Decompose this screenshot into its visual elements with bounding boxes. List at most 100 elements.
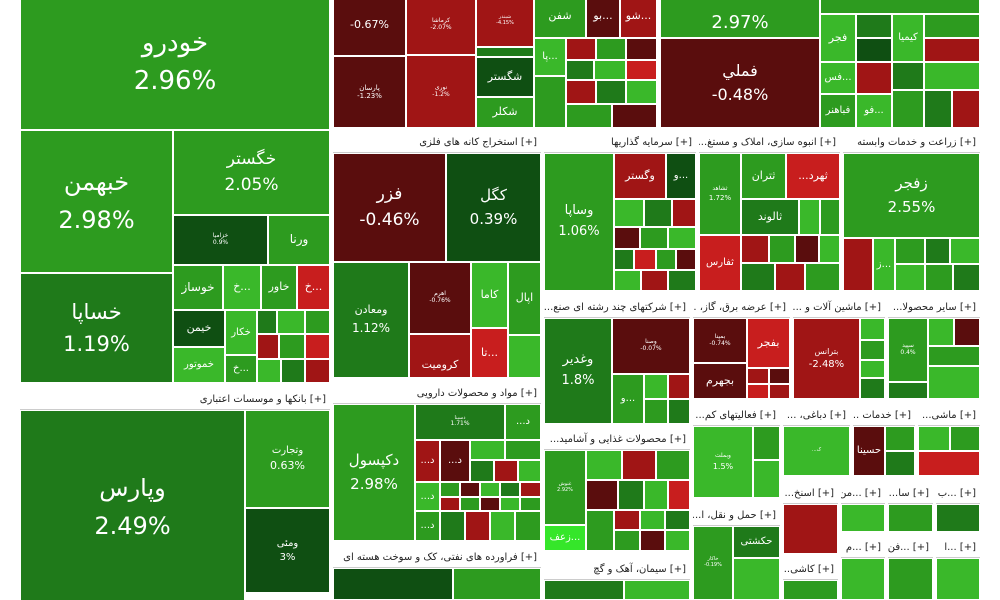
small-cell[interactable] [665, 510, 690, 530]
small-cell[interactable] [668, 270, 696, 291]
small-cell[interactable] [440, 497, 460, 511]
stock-cell-kimia[interactable]: کیمیا [892, 14, 924, 62]
small-cell[interactable] [841, 504, 885, 532]
small-cell[interactable] [885, 426, 915, 451]
small-cell[interactable] [612, 104, 657, 128]
stock-cell-apal[interactable]: اپال [508, 262, 541, 335]
stock-cell-femli[interactable]: فملي -0.48% [660, 38, 820, 128]
small-cell[interactable] [656, 249, 676, 270]
sector-header-trans[interactable]: [+] حمل و نقل، ا... [693, 506, 780, 526]
small-cell[interactable] [954, 318, 980, 346]
small-cell[interactable] [924, 62, 980, 90]
small-cell[interactable] [594, 60, 626, 80]
small-cell[interactable] [783, 580, 838, 600]
small-cell[interactable] [928, 318, 954, 346]
sector-header-kashi[interactable]: [+] کاشی... [783, 560, 838, 580]
stock-cell-teran[interactable]: ثتران [741, 153, 786, 199]
small-cell[interactable] [305, 310, 330, 334]
stock-cell-kama[interactable]: کاما [471, 262, 508, 328]
stock-cell-khazia[interactable]: خزامیا 0.9% [173, 215, 268, 265]
small-cell[interactable] [950, 426, 980, 451]
small-cell[interactable] [614, 530, 640, 551]
small-cell[interactable] [644, 399, 668, 424]
small-cell[interactable] [305, 334, 330, 359]
small-cell[interactable] [544, 580, 624, 600]
small-cell[interactable] [925, 238, 950, 264]
stock-cell-shou[interactable]: شو... [620, 0, 657, 38]
small-cell[interactable] [953, 264, 980, 291]
sector-header-other[interactable]: [+] سایر محصولا... [888, 298, 980, 318]
small-cell[interactable] [795, 235, 819, 263]
small-cell[interactable] [656, 450, 690, 480]
small-cell[interactable] [586, 480, 618, 510]
small-cell[interactable] [490, 511, 515, 541]
stock-cell-khakar[interactable] [783, 504, 838, 554]
small-cell[interactable] [566, 80, 596, 104]
small-cell[interactable] [644, 199, 672, 227]
small-cell[interactable] [741, 235, 769, 263]
stock-cell-shekalar[interactable]: شکلر [476, 97, 534, 128]
sector-header-fan[interactable]: [+] ...فن [888, 538, 933, 558]
small-cell[interactable] [470, 440, 505, 460]
stock-cell-vabmellat[interactable]: وپارس 2.49% [20, 410, 245, 600]
small-cell[interactable] [614, 199, 644, 227]
stock-cell-ahram[interactable]: اهرم -0.76% [409, 262, 471, 334]
stock-cell-tesha[interactable]: ثشاهد 1.72% [699, 153, 741, 235]
small-cell[interactable] [924, 14, 980, 38]
sector-header-build[interactable]: [+] انبوه سازی، املاک و مستغ... [699, 133, 840, 153]
small-cell[interactable] [918, 451, 980, 476]
small-cell[interactable] [775, 263, 805, 291]
stock-cell-kegel[interactable]: کگل 0.39% [446, 153, 541, 262]
small-cell[interactable] [668, 374, 690, 399]
stock-cell-vapars[interactable]: وتجارت 0.63% [245, 410, 330, 508]
small-cell[interactable] [626, 38, 657, 60]
small-cell[interactable] [480, 482, 500, 497]
small-cell[interactable] [634, 249, 656, 270]
small-cell[interactable] [753, 426, 780, 460]
stock-cell-vo2[interactable]: و... [612, 374, 644, 424]
small-cell[interactable] [924, 38, 980, 62]
small-cell[interactable] [888, 504, 933, 532]
sector-header-leather[interactable]: [+] دباغی، ... [783, 406, 850, 426]
small-cell[interactable] [918, 426, 950, 451]
small-cell[interactable] [641, 270, 668, 291]
stock-cell-talvand[interactable]: ثالوند [741, 199, 799, 235]
small-cell[interactable] [614, 249, 634, 270]
stock-cell-khsapa[interactable]: خساپا 1.19% [20, 273, 173, 383]
stock-cell-d3[interactable]: ...د [440, 440, 470, 482]
stock-cell-vasapa[interactable]: وساپا 1.06% [544, 153, 614, 291]
stock-cell-d2[interactable]: ...د [415, 440, 440, 482]
small-cell[interactable] [518, 460, 541, 482]
sector-header-mach[interactable]: [+] ماشین آلات و ... [793, 298, 885, 318]
stock-cell-varna[interactable]: ورنا [268, 215, 330, 265]
small-cell[interactable] [841, 558, 885, 600]
small-cell[interactable] [460, 482, 480, 497]
small-cell[interactable] [640, 510, 665, 530]
small-cell[interactable] [644, 480, 668, 510]
stock-cell-top-mid[interactable]: 2.97% [660, 0, 820, 38]
stock-cell-kh3[interactable]: خ... [225, 355, 257, 383]
small-cell[interactable] [892, 90, 924, 128]
sector-header-invest[interactable]: [+] سرمایه گذاریها [544, 133, 696, 153]
small-cell[interactable] [860, 360, 885, 378]
small-cell[interactable] [622, 450, 656, 480]
stock-cell-vaghadir[interactable]: وغدیر 1.8% [544, 318, 612, 424]
sector-header-metal[interactable]: [+] استخراج کانه های فلزی [333, 133, 541, 153]
small-cell[interactable] [747, 384, 769, 399]
stock-cell-d1[interactable]: ...د [505, 404, 541, 440]
stock-cell-khmotor[interactable]: خموتور [173, 347, 225, 383]
stock-cell-vo[interactable]: و... [666, 153, 696, 199]
small-cell[interactable] [769, 368, 790, 384]
sector-header-m2[interactable]: [+] ...م [841, 538, 885, 558]
small-cell[interactable] [614, 270, 641, 291]
stock-cell-hasina[interactable]: حکشتی [733, 526, 780, 558]
sector-header-asnh[interactable]: [+] اسنخ... [783, 484, 838, 504]
small-cell[interactable] [470, 460, 494, 482]
sector-header-man[interactable]: [+] ...من [841, 484, 885, 504]
small-cell[interactable] [640, 530, 665, 551]
stock-cell-tafars[interactable]: ثفارس [699, 235, 741, 291]
small-cell[interactable] [480, 497, 500, 511]
small-cell[interactable] [586, 510, 614, 551]
small-cell[interactable] [733, 558, 780, 600]
small-cell[interactable] [440, 482, 460, 497]
